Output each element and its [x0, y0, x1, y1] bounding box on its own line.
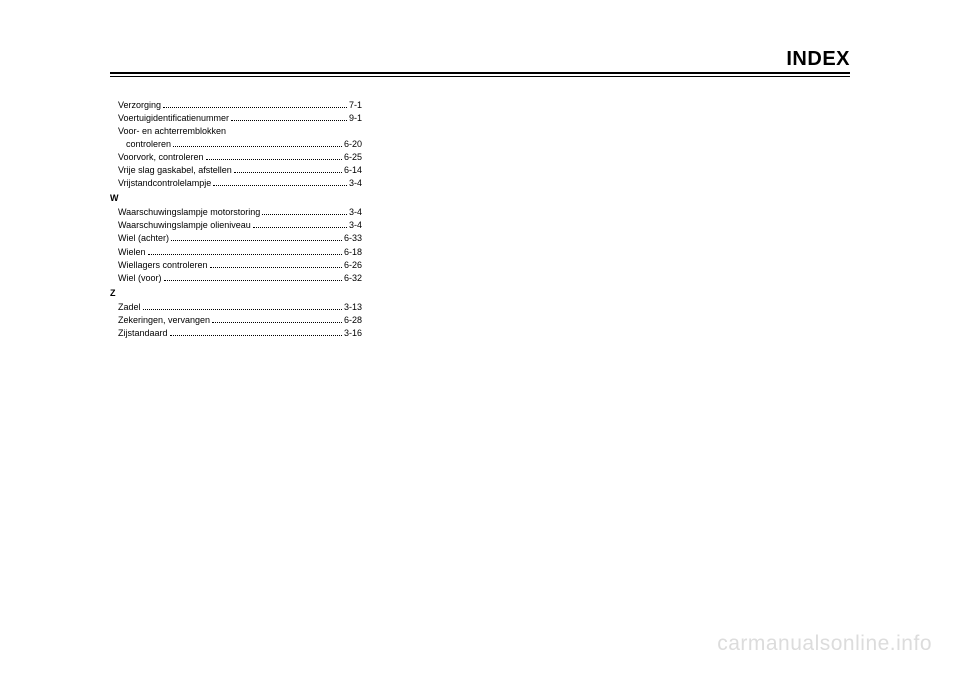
- leader-dots: [148, 254, 342, 255]
- index-entry-page: 3-4: [349, 177, 362, 190]
- leader-dots: [171, 240, 342, 241]
- index-entry-continuation: controleren 6-20: [110, 138, 362, 151]
- index-entry-label: Wiel (voor): [118, 272, 162, 285]
- leader-dots: [213, 185, 347, 186]
- index-entry: Zadel 3-13: [110, 301, 362, 314]
- index-entry-label: controleren: [126, 138, 171, 151]
- index-entry-page: 6-33: [344, 232, 362, 245]
- index-entry-label: Voor- en achterremblokken: [118, 125, 226, 138]
- index-entry-page: 3-16: [344, 327, 362, 340]
- index-entry-label: Wiel (achter): [118, 232, 169, 245]
- index-entry-label: Verzorging: [118, 99, 161, 112]
- index-entry-page: 6-26: [344, 259, 362, 272]
- index-entry-page: 6-28: [344, 314, 362, 327]
- leader-dots: [212, 322, 342, 323]
- index-entry: Voertuigidentificatienummer 9-1: [110, 112, 362, 125]
- index-section-letter: W: [110, 192, 362, 205]
- leader-dots: [143, 309, 342, 310]
- index-section-letter: Z: [110, 287, 362, 300]
- index-entry: Wiel (achter) 6-33: [110, 232, 362, 245]
- index-entry-page: 3-13: [344, 301, 362, 314]
- index-entry-label: Waarschuwingslampje motorstoring: [118, 206, 260, 219]
- leader-dots: [163, 107, 347, 108]
- index-entry-label: Zadel: [118, 301, 141, 314]
- index-entry-label: Waarschuwingslampje olieniveau: [118, 219, 251, 232]
- index-entry: Vrijstandcontrolelampje 3-4: [110, 177, 362, 190]
- leader-dots: [253, 227, 347, 228]
- index-entry-page: 6-20: [344, 138, 362, 151]
- index-entry-page: 3-4: [349, 206, 362, 219]
- leader-dots: [210, 267, 342, 268]
- index-entry: Zijstandaard 3-16: [110, 327, 362, 340]
- watermark-text: carmanualsonline.info: [717, 632, 932, 656]
- index-entry: Vrije slag gaskabel, afstellen 6-14: [110, 164, 362, 177]
- index-entry-label: Wiellagers controleren: [118, 259, 208, 272]
- index-entry-page: 9-1: [349, 112, 362, 125]
- index-entry-label: Zekeringen, vervangen: [118, 314, 210, 327]
- index-entry-page: 6-32: [344, 272, 362, 285]
- leader-dots: [170, 335, 342, 336]
- leader-dots: [173, 146, 342, 147]
- index-entry: Verzorging 7-1: [110, 99, 362, 112]
- leader-dots: [262, 214, 347, 215]
- leader-dots: [206, 159, 342, 160]
- page-container: INDEX Verzorging 7-1 Voertuigidentificat…: [110, 72, 850, 638]
- header-rule-thick: [110, 72, 850, 74]
- index-entry-label: Vrije slag gaskabel, afstellen: [118, 164, 232, 177]
- index-column: Verzorging 7-1 Voertuigidentificatienumm…: [110, 99, 362, 340]
- page-header: INDEX: [110, 72, 850, 81]
- leader-dots: [164, 280, 342, 281]
- index-entry: Wiel (voor) 6-32: [110, 272, 362, 285]
- index-entry: Wielen 6-18: [110, 246, 362, 259]
- index-entry-page: 3-4: [349, 219, 362, 232]
- index-entry-page: 6-18: [344, 246, 362, 259]
- index-entry: Wiellagers controleren 6-26: [110, 259, 362, 272]
- index-entry-label: Voertuigidentificatienummer: [118, 112, 229, 125]
- index-entry: Zekeringen, vervangen 6-28: [110, 314, 362, 327]
- index-entry: Waarschuwingslampje motorstoring 3-4: [110, 206, 362, 219]
- index-entry-label: Zijstandaard: [118, 327, 168, 340]
- index-entry: Voor- en achterremblokken: [110, 125, 362, 138]
- header-rule-thin: [110, 76, 850, 77]
- page-title: INDEX: [786, 48, 850, 71]
- leader-dots: [231, 120, 347, 121]
- index-entry: Waarschuwingslampje olieniveau 3-4: [110, 219, 362, 232]
- index-entry-page: 7-1: [349, 99, 362, 112]
- index-entry-page: 6-14: [344, 164, 362, 177]
- index-entry-label: Voorvork, controleren: [118, 151, 204, 164]
- index-entry-page: 6-25: [344, 151, 362, 164]
- index-entry-label: Wielen: [118, 246, 146, 259]
- index-entry: Voorvork, controleren 6-25: [110, 151, 362, 164]
- index-entry-label: Vrijstandcontrolelampje: [118, 177, 211, 190]
- leader-dots: [234, 172, 342, 173]
